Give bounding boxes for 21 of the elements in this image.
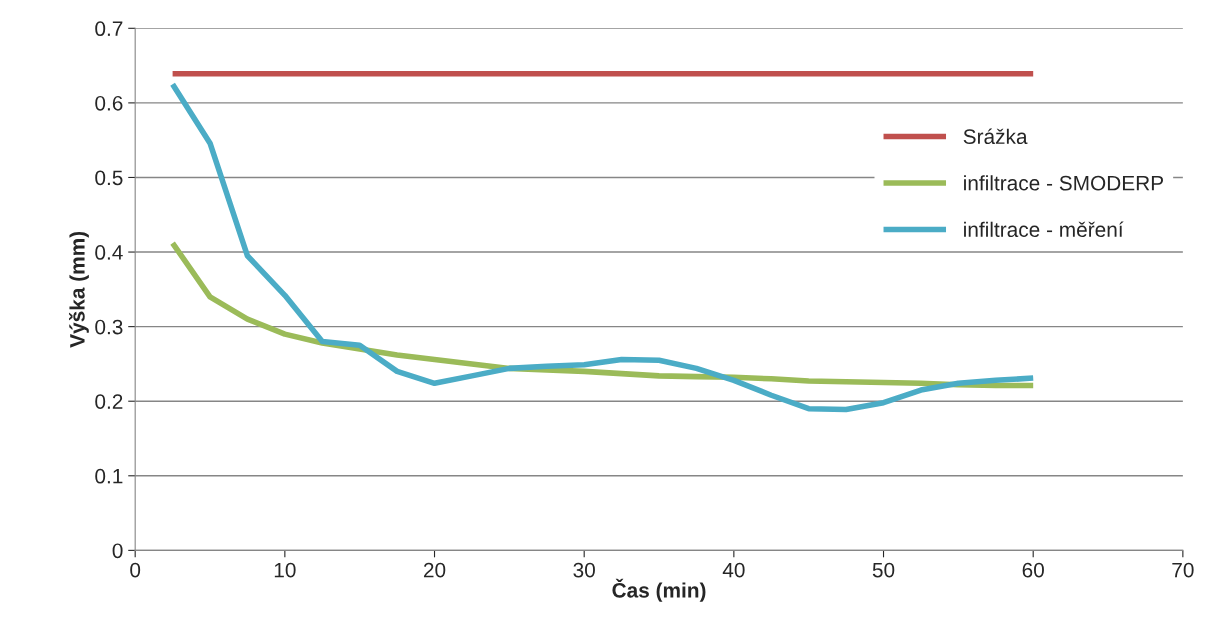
y-tick-label: 0.5 [95, 170, 123, 186]
x-axis-title: Čas (min) [612, 578, 706, 602]
y-axis-title: Výška (mm) [68, 231, 89, 348]
legend-label: Srážka [963, 128, 1028, 145]
x-tick-label: 0 [130, 562, 141, 578]
legend-label: infiltrace - SMODERP [964, 175, 1164, 191]
x-tick-label: 50 [872, 562, 895, 578]
y-tick-label: 0 [112, 543, 123, 559]
y-tick-label: 0.1 [95, 468, 123, 484]
y-tick-label: 0.4 [95, 245, 123, 260]
y-tick-label: 0.6 [95, 95, 123, 111]
x-tick-label: 30 [573, 562, 595, 578]
x-tick-label: 60 [1022, 562, 1044, 578]
x-tick-label: 10 [274, 562, 296, 578]
x-tick-label: 70 [1172, 562, 1194, 578]
y-tick-label: 0.3 [95, 319, 123, 335]
y-tick-label: 0.2 [95, 394, 123, 409]
y-tick-label: 0.7 [95, 21, 123, 37]
x-tick-label: 40 [722, 562, 745, 578]
legend-label: infiltrace - měření [964, 221, 1124, 238]
x-tick-label: 20 [423, 562, 446, 578]
